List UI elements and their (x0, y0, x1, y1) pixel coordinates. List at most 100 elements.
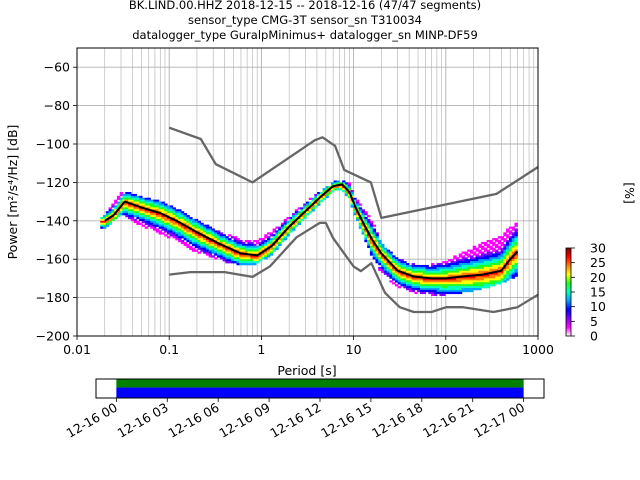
density-cell (186, 228, 190, 231)
density-cell (294, 222, 299, 225)
density-cell (244, 251, 249, 254)
density-cell (375, 261, 379, 264)
density-cell (442, 284, 446, 287)
density-cell (264, 234, 268, 237)
density-cell (433, 270, 438, 273)
density-cell (456, 257, 460, 260)
density-cell (228, 251, 232, 254)
density-cell (339, 186, 343, 189)
density-cell (486, 286, 491, 289)
density-cell (230, 261, 235, 264)
density-cell (514, 238, 518, 241)
density-cell (439, 278, 443, 281)
density-cell (469, 278, 474, 281)
density-cell (314, 195, 318, 199)
density-cell (389, 268, 393, 272)
density-cell (500, 272, 504, 275)
density-cell (264, 245, 268, 248)
density-cell (236, 240, 240, 243)
density-cell (103, 220, 107, 224)
density-cell (242, 249, 246, 252)
density-cell (461, 278, 466, 281)
density-cell (456, 272, 460, 275)
density-cell (495, 238, 499, 241)
density-cell (250, 245, 254, 248)
density-cell (419, 289, 424, 293)
density-cell (392, 282, 396, 285)
density-cell (219, 247, 224, 250)
density-cell (128, 205, 132, 208)
density-cell (481, 274, 485, 277)
density-cell (191, 238, 196, 241)
density-cell (378, 245, 382, 248)
density-cell (205, 241, 210, 245)
density-cell (250, 255, 254, 258)
density-cell (489, 266, 493, 270)
density-cell (464, 286, 468, 289)
density-cell (381, 261, 385, 264)
density-cell (400, 274, 404, 277)
density-cell (264, 253, 268, 256)
density-cell (511, 263, 516, 266)
density-cell (367, 215, 371, 218)
density-cell (442, 288, 446, 291)
density-cell (267, 249, 271, 252)
density-cell (447, 278, 452, 281)
density-cell (469, 264, 474, 268)
density-cell (155, 199, 160, 202)
density-cell (214, 251, 218, 254)
density-cell (211, 245, 215, 248)
density-cell (397, 278, 402, 281)
density-cell (178, 228, 182, 231)
density-cell (189, 236, 193, 239)
density-cell (253, 245, 257, 248)
density-cell (175, 232, 179, 235)
density-cell (297, 211, 302, 214)
density-cell (403, 284, 407, 287)
density-cell (219, 257, 224, 260)
density-cell (478, 280, 482, 283)
density-cell (144, 209, 149, 212)
density-cell (508, 241, 513, 245)
density-cell (136, 195, 140, 199)
density-cell (489, 261, 493, 264)
density-cell (458, 288, 463, 291)
density-cell (458, 264, 463, 268)
density-cell (508, 264, 513, 268)
density-cell (422, 280, 427, 283)
density-cell (139, 197, 143, 200)
density-cell (422, 268, 427, 272)
density-cell (114, 209, 118, 212)
density-cell (469, 282, 474, 285)
density-cell (508, 240, 513, 243)
density-cell (147, 222, 151, 225)
density-cell (483, 257, 488, 260)
density-cell (400, 268, 404, 272)
density-cell (400, 261, 404, 264)
density-cell (155, 203, 160, 206)
density-cell (489, 241, 493, 245)
density-cell (255, 241, 260, 245)
density-cell (172, 213, 176, 216)
density-cell (367, 224, 371, 227)
density-cell (375, 241, 379, 245)
density-cell (230, 257, 235, 260)
density-cell (422, 282, 427, 285)
density-cell (214, 232, 218, 235)
density-cell (147, 220, 151, 224)
density-cell (353, 207, 357, 210)
density-cell (422, 289, 427, 293)
density-cell (375, 251, 379, 254)
density-cell (158, 226, 162, 229)
density-cell (378, 253, 382, 256)
density-cell (397, 272, 402, 275)
density-cell (214, 253, 218, 256)
density-cell (228, 243, 232, 247)
density-cell (128, 215, 132, 218)
density-cell (372, 245, 377, 248)
density-cell (431, 293, 435, 296)
density-cell (250, 259, 254, 262)
density-cell (186, 215, 190, 218)
density-cell (297, 220, 302, 224)
density-cell (492, 259, 496, 262)
